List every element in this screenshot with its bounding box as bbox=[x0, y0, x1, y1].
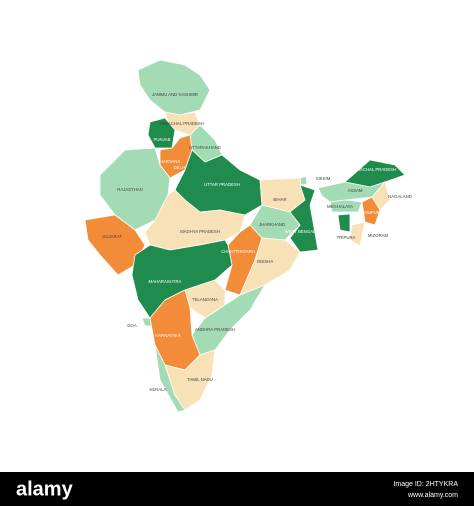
state-label: MEGHALAYA bbox=[327, 204, 353, 209]
image-id: Image ID: 2HTYKRA bbox=[393, 481, 458, 488]
state bbox=[131, 239, 233, 319]
state-label: TELANGANA bbox=[192, 297, 218, 302]
state bbox=[349, 221, 366, 247]
state bbox=[344, 159, 406, 188]
state-label: ODISHA bbox=[257, 259, 274, 264]
state-label: BIHAR bbox=[273, 197, 286, 202]
state-label: GUJARAT bbox=[102, 234, 122, 239]
state-label: WEST BENGAL bbox=[285, 229, 317, 234]
state-label: MANIPUR bbox=[360, 210, 380, 215]
state-label: SIKKIM bbox=[316, 176, 331, 181]
state-label: NAGALAND bbox=[388, 194, 412, 199]
state-label: UTTAR PRADESH bbox=[204, 182, 240, 187]
state-label: ARUNACHAL PRADESH bbox=[348, 167, 396, 172]
state-label: GOA bbox=[127, 323, 137, 328]
state-label: KARNATAKA bbox=[155, 333, 181, 338]
state-label: JAMMU AND KASHMIR bbox=[152, 92, 198, 97]
state-labels: JAMMU AND KASHMIR HIMACHAL PRADESH PUNJAB U… bbox=[102, 92, 412, 392]
state-label: KERALA bbox=[150, 387, 167, 392]
state-label: CHHATTISGARH bbox=[221, 249, 255, 254]
state-label: HARYANA bbox=[160, 159, 181, 164]
state-label: PUNJAB bbox=[154, 137, 171, 142]
state bbox=[361, 196, 381, 226]
india-map bbox=[84, 59, 406, 413]
state-label: ASSAM bbox=[347, 188, 362, 193]
state bbox=[337, 213, 351, 233]
state-label: MADHYA PRADESH bbox=[180, 229, 220, 234]
state-label: UTTARAKHAND bbox=[189, 145, 221, 150]
state bbox=[137, 59, 211, 116]
state bbox=[299, 175, 308, 186]
state bbox=[239, 237, 301, 296]
state-label: RAJASTHAN bbox=[117, 187, 143, 192]
state-label: DELHI bbox=[174, 165, 187, 170]
state-label: ANDHRA PRADESH bbox=[195, 327, 235, 332]
state-label: MAHARASHTRA bbox=[149, 279, 182, 284]
logo: alamy bbox=[16, 478, 74, 500]
state bbox=[289, 184, 319, 253]
state-label: HIMACHAL PRADESH bbox=[160, 121, 204, 126]
state bbox=[329, 199, 363, 213]
state-label: JHARKHAND bbox=[259, 222, 285, 227]
state-label: TAMIL NADU bbox=[187, 377, 213, 382]
state bbox=[164, 349, 216, 411]
footer-bar bbox=[0, 472, 474, 506]
state-label: TRIPURA bbox=[337, 235, 356, 240]
url: www.alamy.com bbox=[407, 492, 458, 499]
state-label: MIZORAM bbox=[368, 233, 389, 238]
